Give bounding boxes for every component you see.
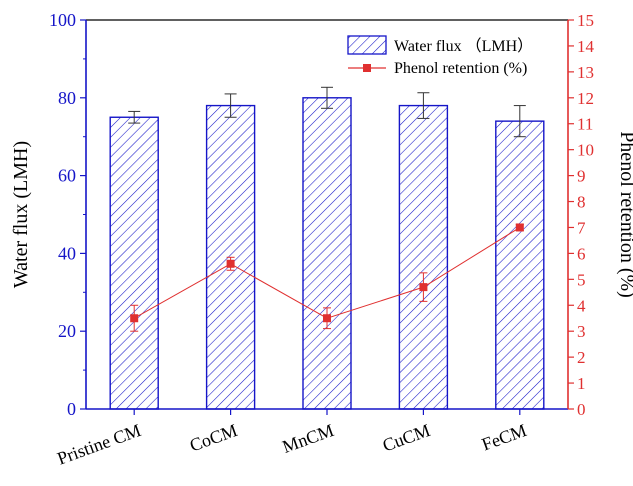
x-tick-label: MnCM — [280, 420, 337, 457]
right-y-tick-label: 8 — [577, 193, 586, 212]
bar — [495, 120, 545, 410]
left-y-tick-label: 60 — [58, 166, 76, 186]
x-tick-label: FeCM — [479, 420, 529, 455]
right-y-tick-label: 11 — [577, 115, 593, 134]
x-tick-label: Pristine CM — [54, 420, 143, 469]
line-point — [515, 223, 524, 232]
right-y-tick-label: 7 — [577, 218, 586, 237]
x-tick-label: CuCM — [380, 420, 433, 456]
line-point — [130, 314, 139, 323]
legend-swatch-marker — [363, 64, 371, 72]
legend-label-line: Phenol retention (%) — [394, 60, 527, 77]
x-tick-label: CoCM — [187, 420, 240, 456]
right-y-tick-label: 9 — [577, 167, 586, 186]
right-y-tick-label: 4 — [577, 296, 586, 315]
legend: Water flux （LMH） Phenol retention (%) — [347, 35, 533, 77]
right-y-tick-label: 15 — [577, 11, 594, 30]
right-y-tick-label: 3 — [577, 322, 586, 341]
right-y-tick-label: 13 — [577, 63, 594, 82]
right-y-tick-label: 6 — [577, 244, 586, 263]
right-y-tick-label: 0 — [577, 400, 586, 419]
right-y-axis-title: Phenol retention (%) — [616, 131, 633, 298]
line-series — [130, 223, 524, 332]
left-y-tick-label: 0 — [67, 399, 76, 419]
left-y-tick-label: 100 — [49, 10, 76, 30]
line-point — [419, 283, 428, 292]
bar — [398, 104, 449, 410]
left-y-tick-label: 40 — [58, 243, 76, 263]
right-y-tick-label: 14 — [577, 37, 595, 56]
right-y-tick-label: 2 — [577, 348, 586, 367]
left-y-tick-label: 80 — [58, 88, 76, 108]
legend-swatch-bars — [347, 35, 387, 55]
legend-label-bars: Water flux （LMH） — [394, 37, 533, 55]
right-y-tick-label: 12 — [577, 89, 594, 108]
left-y-tick-label: 20 — [58, 321, 76, 341]
right-y-tick-label: 10 — [577, 141, 594, 160]
line-point — [226, 259, 235, 268]
right-y-tick-label: 1 — [577, 374, 586, 393]
line-point — [323, 314, 331, 323]
bar — [109, 116, 159, 410]
bar-series — [109, 86, 545, 410]
right-y-tick-label: 5 — [577, 270, 586, 289]
left-y-axis-title: Water flux (LMH) — [10, 141, 32, 288]
bar — [302, 97, 352, 410]
